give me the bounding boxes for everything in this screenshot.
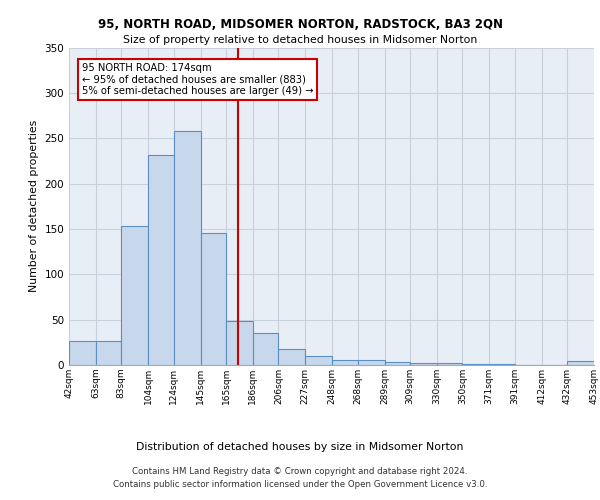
Y-axis label: Number of detached properties: Number of detached properties — [29, 120, 39, 292]
Text: Contains public sector information licensed under the Open Government Licence v3: Contains public sector information licen… — [113, 480, 487, 489]
Bar — [437, 363, 463, 365]
Bar — [226, 322, 253, 365]
Bar — [410, 363, 437, 365]
Bar — [121, 226, 148, 365]
Bar — [385, 362, 410, 365]
Text: Distribution of detached houses by size in Midsomer Norton: Distribution of detached houses by size … — [136, 442, 464, 452]
Bar — [148, 154, 174, 365]
Text: Contains HM Land Registry data © Crown copyright and database right 2024.: Contains HM Land Registry data © Crown c… — [132, 467, 468, 476]
Bar — [174, 131, 200, 365]
Bar — [69, 340, 96, 365]
Bar — [253, 333, 278, 365]
Bar — [463, 364, 489, 365]
Bar — [358, 360, 385, 365]
Text: 95 NORTH ROAD: 174sqm
← 95% of detached houses are smaller (883)
5% of semi-deta: 95 NORTH ROAD: 174sqm ← 95% of detached … — [82, 63, 313, 96]
Bar — [278, 348, 305, 365]
Bar — [489, 364, 515, 365]
Bar — [305, 356, 332, 365]
Bar — [567, 362, 594, 365]
Bar — [96, 340, 121, 365]
Bar — [200, 234, 226, 365]
Bar — [332, 360, 358, 365]
Text: Size of property relative to detached houses in Midsomer Norton: Size of property relative to detached ho… — [123, 35, 477, 45]
Text: 95, NORTH ROAD, MIDSOMER NORTON, RADSTOCK, BA3 2QN: 95, NORTH ROAD, MIDSOMER NORTON, RADSTOC… — [97, 18, 503, 30]
